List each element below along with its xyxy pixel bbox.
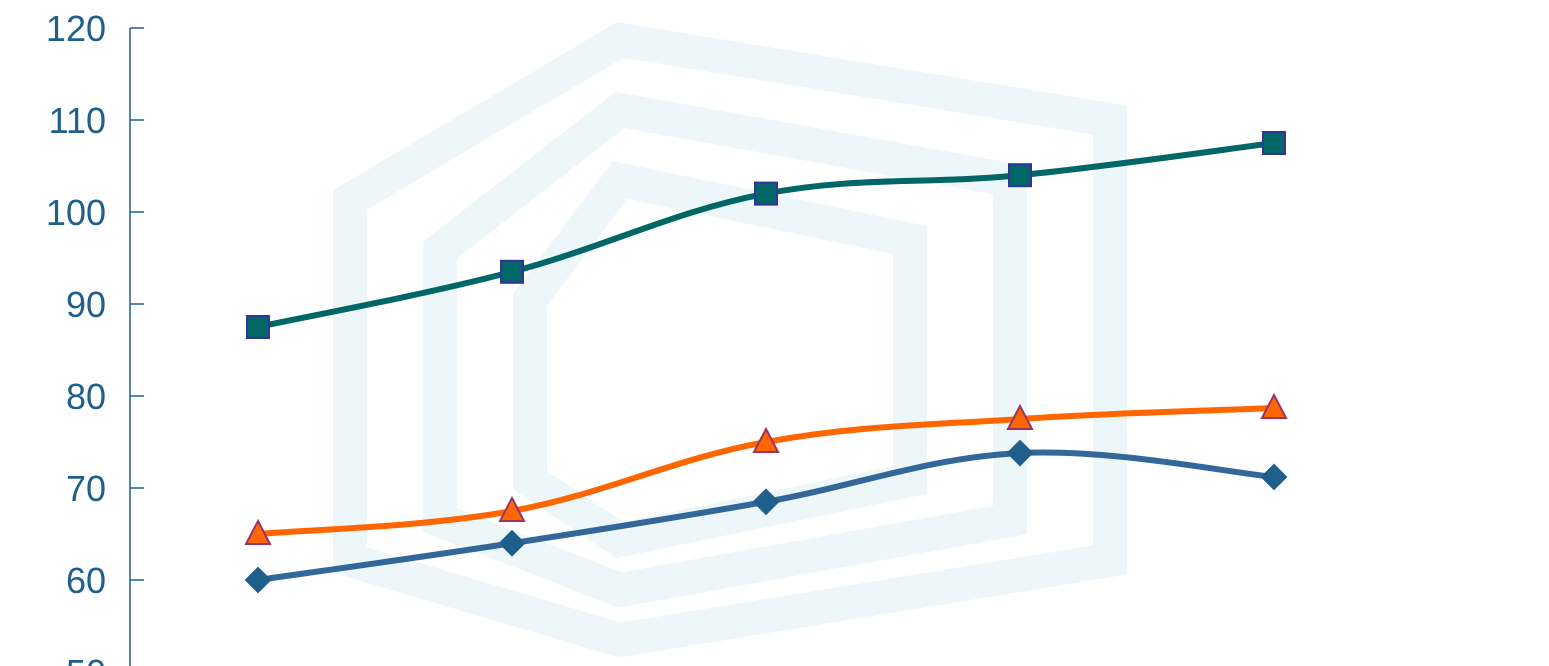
y-tick-label: 70 <box>66 468 106 509</box>
y-tick-label: 100 <box>46 192 106 233</box>
square-marker <box>754 181 778 206</box>
triangle-marker <box>752 426 780 453</box>
diamond-marker <box>1260 463 1288 491</box>
triangle-marker <box>1006 403 1034 430</box>
square-marker <box>1262 131 1286 155</box>
y-axis-ticks: 120 110 100 90 80 70 60 50 <box>46 8 144 666</box>
marker-layer <box>244 131 1288 594</box>
triangle-marker <box>244 518 272 545</box>
diamond-marker <box>1006 439 1034 467</box>
square-marker <box>1008 163 1032 188</box>
square-marker <box>500 259 524 284</box>
diamond-marker <box>498 529 526 557</box>
series-layer <box>244 131 1288 594</box>
y-tick-label: 80 <box>66 376 106 417</box>
triangle-marker <box>498 495 526 522</box>
y-tick-label: 90 <box>66 284 106 325</box>
triangle-marker <box>1260 392 1288 419</box>
y-tick-label: 60 <box>66 560 106 601</box>
y-tick-label: 110 <box>49 100 106 141</box>
square-marker <box>246 315 270 339</box>
diamond-marker <box>752 488 780 516</box>
y-tick-label: 120 <box>46 8 106 49</box>
diamond-marker <box>244 566 272 594</box>
y-tick-label: 50 <box>66 652 106 666</box>
